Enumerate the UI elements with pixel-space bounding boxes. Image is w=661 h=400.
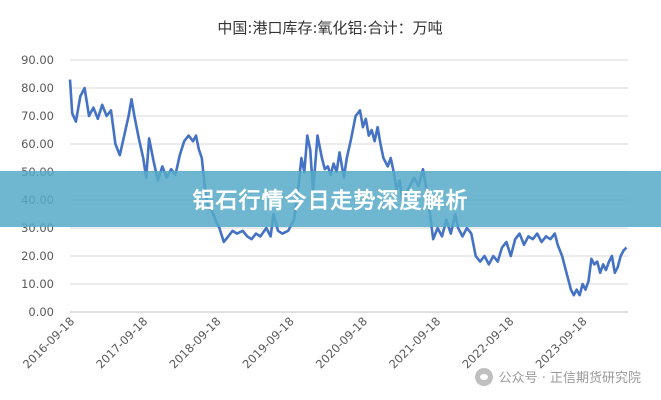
y-tick-label: 10.00	[21, 277, 54, 291]
wechat-icon	[474, 367, 493, 386]
x-axis-tick-labels: 2016-09-18 2017-09-18 2018-09-18 2019-09-18…	[20, 314, 590, 371]
x-tick-label: 2017-09-18	[93, 314, 150, 371]
x-tick-label: 2020-09-18	[313, 314, 370, 371]
chart-title: 中国:港口库存:氧化铝:合计：万吨	[217, 19, 442, 37]
y-tick-label: 80.00	[21, 81, 54, 95]
watermark: 公众号 · 正信期货研究院	[474, 367, 641, 386]
y-tick-label: 0.00	[28, 305, 54, 319]
x-tick-label: 2022-09-18	[459, 314, 516, 371]
x-tick-label: 2021-09-18	[386, 314, 443, 371]
y-tick-label: 70.00	[21, 109, 54, 123]
x-tick-label: 2018-09-18	[166, 314, 223, 371]
watermark-text: 公众号 · 正信期货研究院	[498, 371, 641, 386]
y-tick-label: 60.00	[21, 137, 54, 151]
y-tick-label: 20.00	[21, 249, 54, 263]
title-banner: 铝石行情今日走势深度解析	[0, 171, 661, 227]
y-tick-label: 90.00	[21, 53, 54, 67]
banner-text: 铝石行情今日走势深度解析	[192, 189, 469, 214]
x-tick-label: 2023-09-18	[533, 314, 590, 371]
x-tick-label: 2016-09-18	[20, 314, 77, 371]
x-tick-label: 2019-09-18	[240, 314, 297, 371]
